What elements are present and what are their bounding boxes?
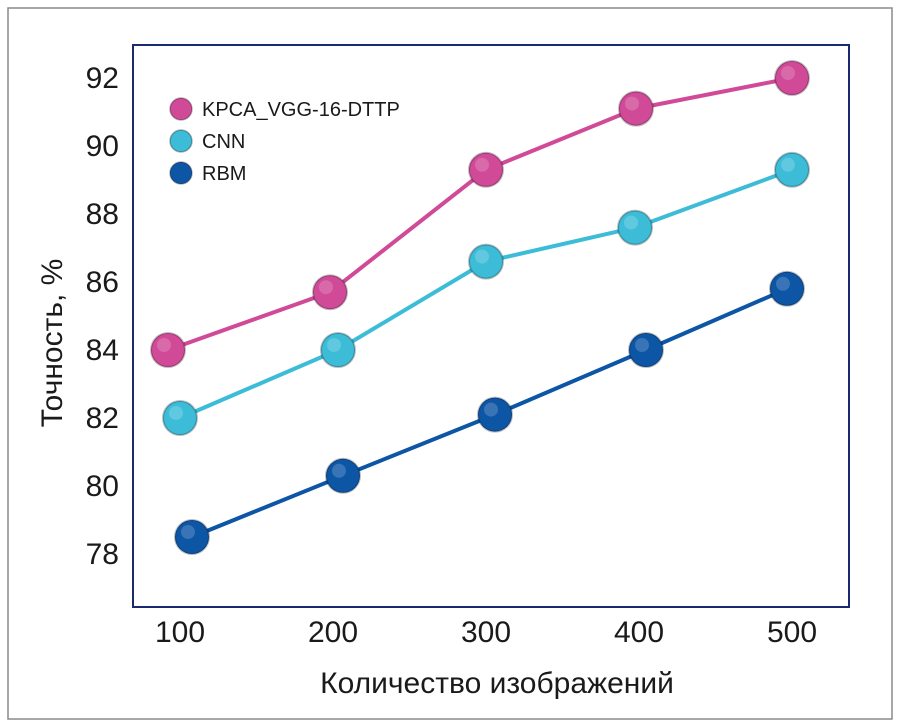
data-point <box>477 396 513 433</box>
data-point <box>150 332 186 368</box>
data-point <box>468 151 504 188</box>
data-point <box>774 151 810 188</box>
x-tick-label: 400 <box>614 616 664 649</box>
data-point-highlight <box>635 338 649 352</box>
data-point <box>617 209 653 246</box>
data-point <box>174 519 210 555</box>
data-point-highlight <box>169 406 183 420</box>
series-points <box>150 60 810 555</box>
data-point-highlight <box>157 338 171 352</box>
x-axis-ticks: 100 200 300 400 500 <box>155 616 817 649</box>
data-point <box>769 270 805 307</box>
legend-label: CNN <box>202 131 245 153</box>
y-tick-label: 78 <box>86 538 119 571</box>
data-point-highlight <box>484 402 498 417</box>
data-point <box>325 457 361 494</box>
legend-label: KPCA_VGG-16-DTTP <box>202 99 400 121</box>
data-point-highlight <box>624 215 638 230</box>
data-point-highlight <box>475 249 489 264</box>
data-point <box>162 400 198 436</box>
x-tick-label: 500 <box>767 616 817 649</box>
data-point <box>468 243 504 280</box>
x-tick-label: 300 <box>461 616 511 649</box>
data-point-highlight <box>625 96 639 111</box>
data-point <box>618 90 654 127</box>
y-tick-label: 84 <box>86 334 119 367</box>
data-point-highlight <box>327 338 341 352</box>
y-axis-ticks: 78 80 82 84 86 88 90 92 <box>86 62 119 571</box>
x-tick-label: 100 <box>155 616 205 649</box>
y-tick-label: 80 <box>86 470 119 503</box>
y-axis-title: Точность, % <box>36 259 69 428</box>
legend-marker <box>169 97 193 121</box>
x-tick-label: 200 <box>308 616 358 649</box>
y-tick-label: 82 <box>86 402 119 435</box>
data-point <box>312 274 348 311</box>
data-point <box>320 332 356 368</box>
data-point-highlight <box>475 157 489 172</box>
data-point-highlight <box>776 276 790 291</box>
y-tick-label: 88 <box>86 198 119 231</box>
y-tick-label: 92 <box>86 62 119 95</box>
legend-label: RBM <box>202 163 246 185</box>
data-point <box>628 332 664 368</box>
data-point-highlight <box>332 463 346 478</box>
data-point <box>774 60 810 96</box>
legend-marker <box>169 129 193 153</box>
legend-marker <box>169 161 193 185</box>
y-tick-label: 86 <box>86 266 119 299</box>
data-point-highlight <box>781 66 795 80</box>
data-point-highlight <box>319 280 333 295</box>
legend: KPCA_VGG-16-DTTP CNN RBM <box>169 97 400 185</box>
y-tick-label: 90 <box>86 130 119 163</box>
data-point-highlight <box>181 525 195 539</box>
x-axis-title: Количество изображений <box>320 667 674 700</box>
data-point-highlight <box>781 157 795 172</box>
